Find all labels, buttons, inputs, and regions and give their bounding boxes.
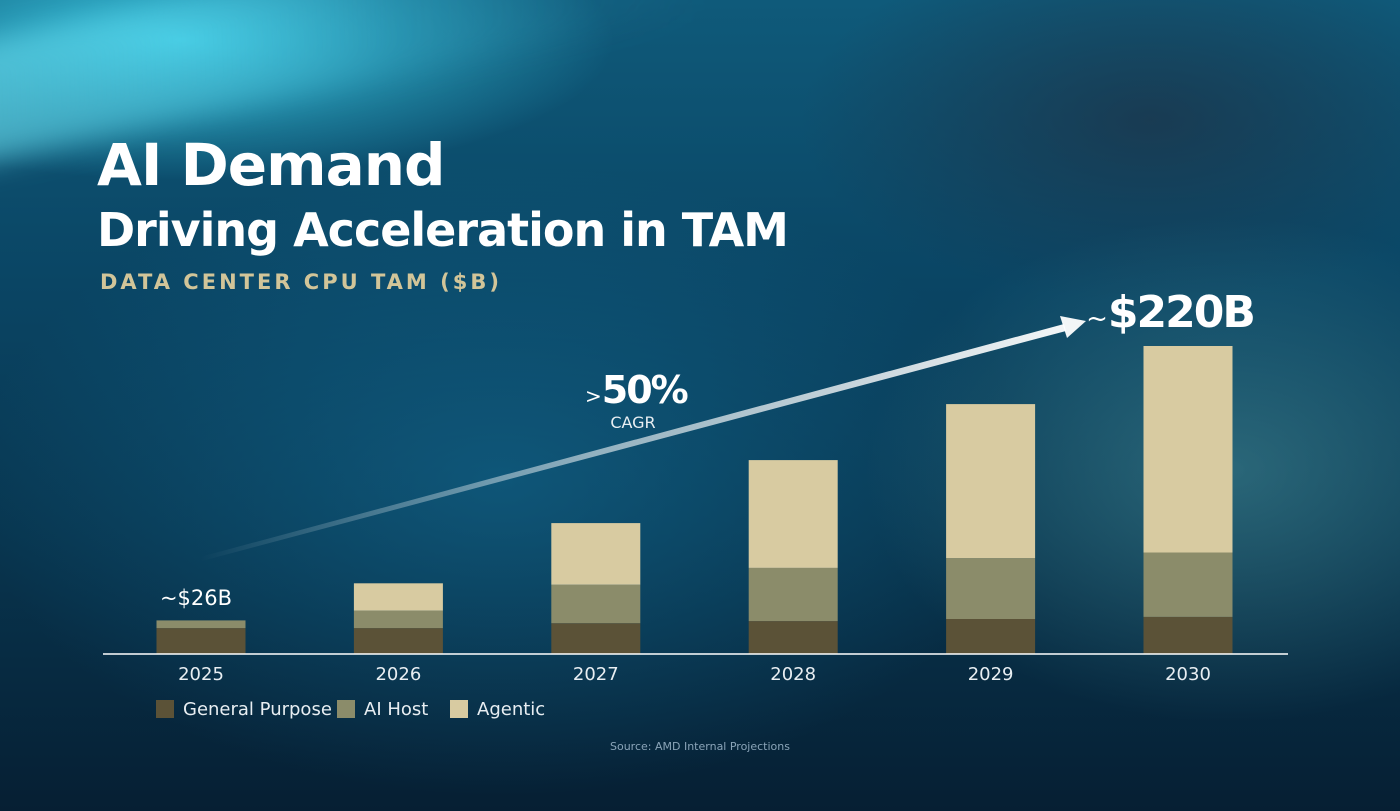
growth-arrow: [200, 316, 1086, 561]
bar-general-purpose-2028: [748, 621, 838, 654]
x-tick-label-2027: 2027: [573, 664, 619, 685]
bar-ai-host-2029: [946, 558, 1036, 619]
legend: General Purpose AI Host Agentic: [156, 699, 545, 720]
x-tick-labels: 2025 2026 2027 2028 2029 2030: [178, 664, 1211, 685]
bar-agentic-2028: [748, 460, 838, 568]
legend-swatch-general-purpose: [156, 700, 174, 718]
first-total-label: ~$26B: [160, 586, 232, 610]
growth-annotation: >50%: [585, 368, 688, 412]
last-total-value: $220B: [1108, 287, 1254, 338]
bar-general-purpose-2025: [156, 628, 246, 654]
x-tick-label-2025: 2025: [178, 664, 224, 685]
growth-label: CAGR: [610, 413, 655, 432]
bar-ai-host-2027: [551, 584, 641, 624]
bar-agentic-2026: [353, 583, 443, 611]
growth-prefix: >: [585, 384, 602, 408]
bar-agentic-2030: [1143, 346, 1233, 553]
bar-agentic-2029: [946, 404, 1036, 559]
x-tick-label-2026: 2026: [375, 664, 421, 685]
bar-ai-host-2025: [156, 620, 246, 629]
bar-ai-host-2030: [1143, 552, 1233, 617]
bar-agentic-2027: [551, 523, 641, 585]
legend-swatch-agentic: [450, 700, 468, 718]
last-total-label: ~$220B: [1086, 287, 1254, 338]
x-tick-label-2028: 2028: [770, 664, 816, 685]
last-total-prefix: ~: [1086, 304, 1108, 334]
bar-general-purpose-2027: [551, 623, 641, 654]
arrowhead: [1060, 316, 1086, 338]
legend-label-agentic: Agentic: [477, 699, 545, 720]
bar-general-purpose-2030: [1143, 616, 1233, 654]
bar-general-purpose-2026: [353, 628, 443, 654]
source-note: Source: AMD Internal Projections: [610, 740, 790, 753]
legend-label-ai-host: AI Host: [364, 699, 428, 720]
page-title: AI Demand: [97, 131, 446, 199]
growth-value: 50%: [602, 368, 688, 412]
bars-group: [156, 346, 1233, 654]
bar-general-purpose-2029: [946, 619, 1036, 654]
legend-label-general-purpose: General Purpose: [183, 699, 332, 720]
x-tick-label-2030: 2030: [1165, 664, 1211, 685]
x-tick-label-2029: 2029: [968, 664, 1014, 685]
chart-metric-label: DATA CENTER CPU TAM ($B): [100, 270, 502, 294]
bar-ai-host-2028: [748, 567, 838, 622]
page-subtitle: Driving Acceleration in TAM: [97, 203, 789, 257]
legend-swatch-ai-host: [337, 700, 355, 718]
bar-ai-host-2026: [353, 610, 443, 629]
